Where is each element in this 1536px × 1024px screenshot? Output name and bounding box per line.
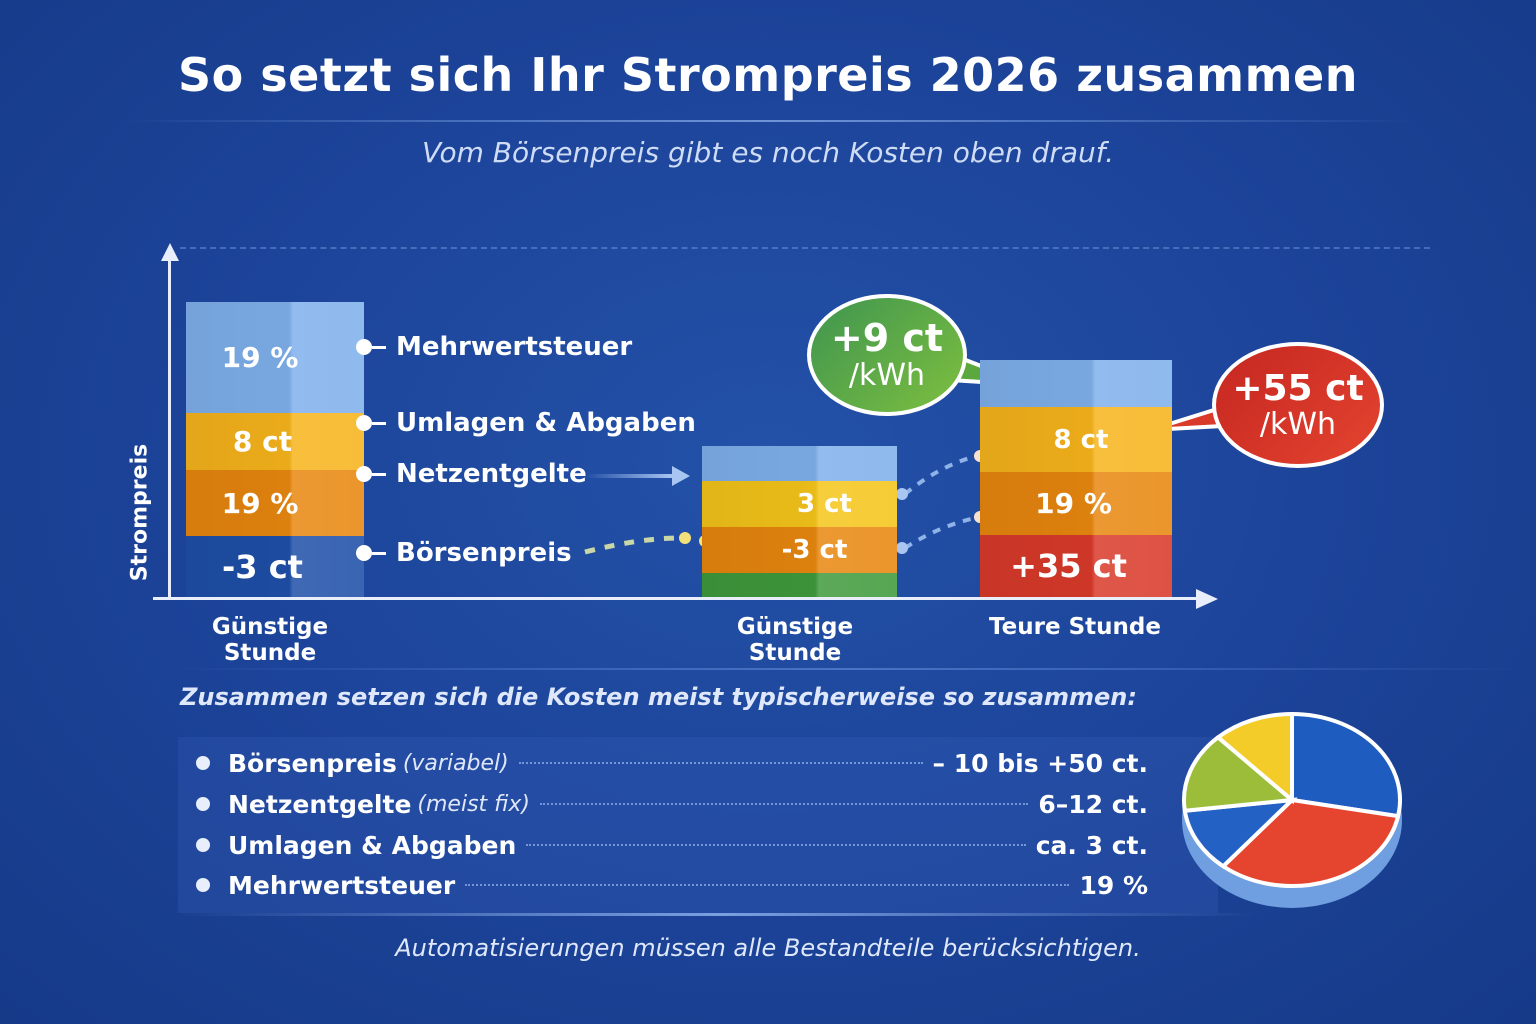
item-value: 19 % [1079,870,1148,900]
legend-dot-icon [356,545,372,561]
pie-chart [1182,711,1402,908]
legend-label: Netzentgelte [396,459,587,489]
segment-label: -3 ct [222,547,303,586]
pie-slice-4 [1182,734,1297,813]
bullet-icon [196,756,210,770]
bar-guenstige-stunde-1: 19 % 8 ct 19 % -3 ct [186,302,364,597]
segment-label: 19 % [221,341,299,374]
callout-bubble-red: +55 ct /kWh [1212,342,1384,468]
x-axis-arrow-icon [1196,589,1218,609]
bar3-segment-umlagen: 8 ct [980,407,1172,472]
item-value: – 10 bis +50 ct. [932,748,1148,778]
pie-slice-5 [1214,711,1294,805]
bar2-segment-mehrwertsteuer [702,446,897,481]
link-dot [679,532,691,544]
bar2-segment-boersenpreis [702,573,897,597]
x-tick-label: Günstige Stunde [736,614,854,666]
segment-label: 3 ct [797,489,852,519]
bar1-segment-netzentgelte: 19 % [186,470,364,536]
segment-label: 8 ct [1053,424,1109,455]
list-item: Umlagen & Abgaben ca. 3 ct. [178,825,1148,865]
dotted-leader [518,762,923,764]
item-name: Umlagen & Abgaben [228,830,517,860]
list-item: Mehrwertsteuer 19 % [178,865,1148,905]
subtitle: Vom Börsenpreis gibt es noch Kosten oben… [421,136,1114,169]
x-tick-label: Teure Stunde [989,614,1161,640]
x-tick-label: Günstige Stunde [211,614,329,666]
top-dashed-guide [180,247,1430,249]
arrow-shaft [585,474,673,478]
bar2-segment-umlagen: 3 ct [702,481,897,527]
bar-guenstige-stunde-2: 3 ct -3 ct [702,446,897,597]
list-item: Börsenpreis (variabel) – 10 bis +50 ct. [178,743,1148,783]
link-dot [896,542,908,554]
callout-value: +9 ct [830,315,944,360]
bar3-segment-mehrwertsteuer [980,360,1172,407]
x-axis [153,597,1198,600]
bullet-icon [196,838,210,852]
callout-value: +55 ct [1232,367,1364,409]
item-note: (meist fix) [417,791,530,817]
cost-list: Börsenpreis (variabel) – 10 bis +50 ct. Ne… [178,737,1218,913]
page-title: So setzt sich Ihr Strompreis 2026 zusamm… [178,48,1358,102]
legend-dot-icon [356,466,372,482]
title-divider [120,120,1420,122]
segment-label: -3 ct [781,535,848,565]
bar1-segment-mehrwertsteuer: 19 % [186,302,364,413]
boersenpreis-dashed-link [584,535,681,555]
pie-slice-1 [1290,711,1402,819]
link-umlagen [903,453,981,496]
footer-note: Automatisierungen müssen alle Bestandtei… [395,934,1141,962]
dotted-leader [539,803,1029,805]
legend-mehrwertsteuer: Mehrwertsteuer [356,332,632,362]
bar2-segment-netzentgelte: -3 ct [702,527,897,573]
legend-label: Börsenpreis [396,538,572,568]
summary-heading: Zusammen setzen sich die Kosten meist ty… [180,683,1137,711]
y-axis [168,258,171,600]
bullet-icon [196,878,210,892]
pie-slice-3 [1182,797,1298,869]
section-divider [170,668,1530,670]
callout-unit: /kWh [1259,407,1337,443]
legend-umlagen: Umlagen & Abgaben [356,408,696,438]
item-name: Mehrwertsteuer [228,870,456,900]
y-axis-arrow-icon [161,243,179,261]
legend-boersenpreis: Börsenpreis [356,538,572,568]
legend-netzentgelte: Netzentgelte [356,459,587,489]
legend-dot-icon [356,339,372,355]
bar3-segment-netzentgelte: 19 % [980,472,1172,535]
callout-unit: /kWh [848,358,926,394]
bar-teure-stunde: 8 ct 19 % +35 ct [980,360,1172,597]
item-name: Netzentgelte [228,789,412,819]
callout-bubble-green: +9 ct /kWh [807,294,967,416]
bar3-segment-boersenpreis: +35 ct [980,535,1172,597]
bar1-segment-umlagen: 8 ct [186,413,364,470]
bar1-segment-boersenpreis: -3 ct [186,536,364,597]
item-name: Börsenpreis [228,748,397,778]
legend-connector [372,421,386,425]
item-value: 6–12 ct. [1038,789,1148,819]
segment-label: 8 ct [232,425,293,458]
pie-slice-2 [1219,797,1401,888]
segment-label: 19 % [1035,487,1112,520]
bullet-icon [196,797,210,811]
legend-connector [372,472,386,476]
legend-label: Umlagen & Abgaben [396,408,696,438]
link-dot [896,488,908,500]
legend-connector [372,551,386,555]
item-value: ca. 3 ct. [1035,830,1148,860]
legend-dot-icon [356,415,372,431]
dotted-leader [526,844,1026,846]
segment-label: +35 ct [1010,547,1127,585]
legend-label: Mehrwertsteuer [396,332,633,362]
segment-label: 19 % [221,486,299,520]
link-netzentgelte [903,515,981,550]
arrow-right-icon [672,466,690,486]
item-note: (variabel) [402,750,509,776]
list-item: Netzentgelte (meist fix) 6–12 ct. [178,784,1148,824]
legend-connector [372,345,386,349]
dotted-leader [465,884,1070,886]
list-divider [180,913,1260,916]
